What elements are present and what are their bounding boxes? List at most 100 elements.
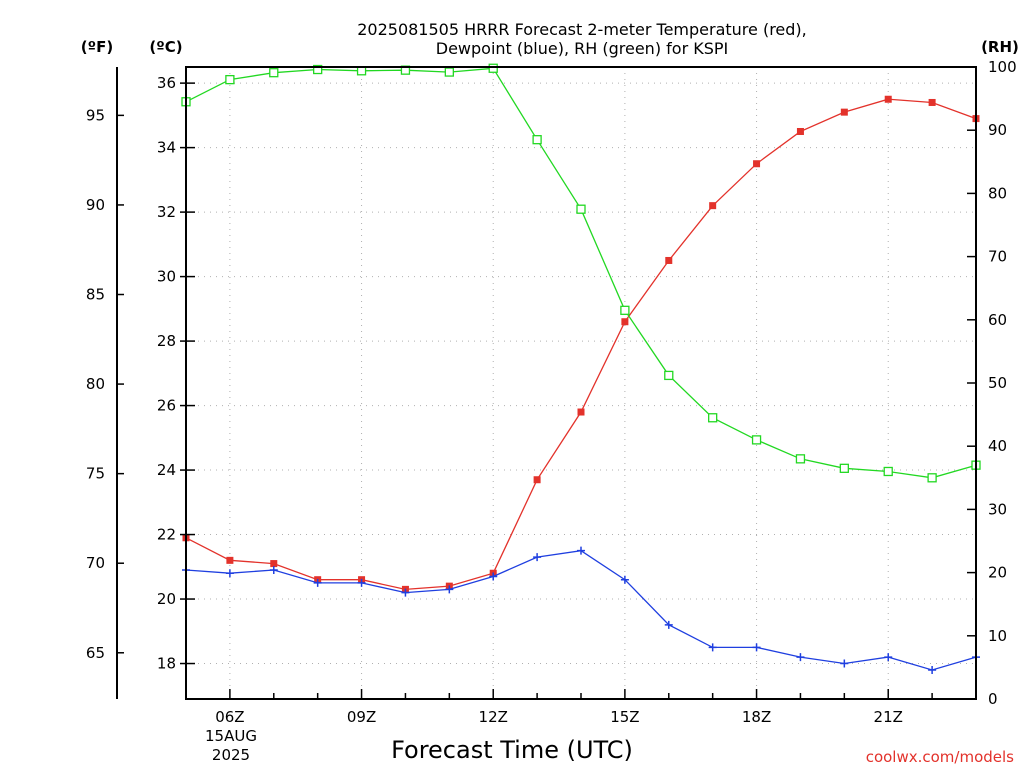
dewpoint-point: [577, 546, 585, 555]
dewpoint-point: [489, 572, 498, 581]
temperature-series: [182, 95, 980, 593]
rh-point: [620, 305, 630, 315]
date-label-year: 2025: [212, 746, 250, 764]
rh-point: [269, 68, 279, 78]
dewpoint-point: [533, 553, 542, 562]
rh-series: [181, 63, 981, 483]
celsius-tick-label: 18: [157, 655, 176, 673]
dewpoint-point: [708, 643, 717, 652]
rh-tick-label: 40: [988, 437, 1007, 455]
rh-tick-label: 80: [988, 184, 1007, 202]
rh-tick-label: 90: [988, 121, 1007, 139]
date-label-day: 15AUG: [205, 727, 257, 745]
dewpoint-point: [664, 620, 673, 629]
fahrenheit-tick-label: 70: [86, 554, 105, 572]
dewpoint-line: [185, 550, 977, 671]
dewpoint-point: [840, 659, 849, 668]
time-tick-label: 18Z: [742, 708, 771, 726]
time-tick-label: 09Z: [347, 708, 376, 726]
dewpoint-point: [884, 653, 893, 662]
temperature-point: [840, 108, 848, 116]
dewpoint-point: [401, 588, 410, 597]
rh-point: [576, 204, 586, 214]
dewpoint-point: [357, 578, 366, 587]
rh-tick-label: 100: [988, 58, 1017, 76]
fahrenheit-unit-label: (ºF): [81, 38, 113, 56]
temperature-point: [270, 560, 278, 568]
time-tick-label: 15Z: [610, 708, 639, 726]
celsius-tick-label: 28: [157, 332, 176, 350]
temperature-point: [884, 95, 892, 103]
rh-point: [313, 64, 323, 75]
dewpoint-point: [796, 653, 805, 662]
temperature-point: [796, 127, 804, 135]
rh-point: [225, 74, 235, 85]
rh-tick-label: 0: [988, 690, 998, 708]
time-tick-label: 21Z: [874, 708, 903, 726]
fahrenheit-tick-label: 85: [86, 286, 105, 304]
rh-line: [185, 67, 977, 479]
rh-point: [708, 413, 718, 423]
fahrenheit-tick-label: 90: [86, 196, 105, 214]
rh-tick-label: 60: [988, 311, 1007, 329]
temperature-point: [577, 408, 585, 416]
celsius-tick-label: 32: [157, 203, 176, 221]
time-tick-label: 12Z: [479, 708, 508, 726]
dewpoint-point: [445, 585, 454, 594]
celsius-axis: 18 20 22 24 26 28 30 32 34 36: [157, 74, 195, 673]
rh-point: [839, 463, 849, 473]
temperature-point: [621, 318, 629, 326]
temperature-point: [753, 160, 761, 168]
dewpoint-point: [313, 578, 322, 587]
rh-tick-label: 10: [988, 627, 1007, 645]
fahrenheit-tick-label: 75: [86, 465, 105, 483]
x-axis-title: Forecast Time (UTC): [391, 736, 633, 764]
rh-point: [927, 473, 937, 483]
time-axis: 06Z 09Z 12Z 15Z 18Z 21Z: [185, 689, 977, 726]
credit-label: coolwx.com/models: [866, 748, 1014, 766]
fahrenheit-axis: 65 70 75 80 85 90 95: [86, 106, 124, 662]
rh-tick-label: 30: [988, 500, 1007, 518]
celsius-tick-label: 20: [157, 590, 176, 608]
fahrenheit-tick-label: 65: [86, 644, 105, 662]
rh-tick-label: 70: [988, 248, 1007, 266]
rh-point: [664, 370, 674, 381]
temperature-point: [226, 556, 234, 564]
fahrenheit-tick-label: 80: [86, 375, 105, 393]
celsius-tick-label: 36: [157, 74, 176, 92]
celsius-unit-label: (ºC): [149, 38, 182, 56]
rh-point: [795, 454, 806, 464]
plot-frame: [185, 66, 977, 700]
chart-title-line2: Dewpoint (blue), RH (green) for KSPI: [436, 39, 729, 58]
rh-point: [532, 135, 542, 145]
chart-title-line1: 2025081505 HRRR Forecast 2-meter Tempera…: [357, 20, 807, 39]
grid-lines: [186, 67, 976, 699]
time-tick-label: 06Z: [215, 708, 244, 726]
celsius-tick-label: 22: [157, 526, 176, 544]
rh-unit-label: (RH): [981, 38, 1019, 56]
rh-point: [883, 466, 893, 477]
dewpoint-point: [225, 569, 234, 578]
rh-point: [751, 435, 762, 445]
celsius-tick-label: 30: [157, 268, 176, 286]
celsius-tick-label: 24: [157, 461, 176, 479]
temperature-point: [533, 476, 541, 484]
temperature-point: [928, 98, 936, 106]
temperature-line: [185, 98, 977, 591]
dewpoint-point: [752, 643, 761, 652]
rh-tick-label: 50: [988, 374, 1007, 392]
rh-point: [488, 63, 498, 73]
fahrenheit-tick-label: 95: [86, 106, 105, 124]
rh-axis: 0 10 20 30 40 50 60 70 80 90 100: [967, 58, 1017, 708]
temperature-point: [665, 256, 673, 264]
rh-point: [444, 67, 454, 77]
dewpoint-point: [928, 665, 937, 674]
rh-tick-label: 20: [988, 564, 1007, 582]
dewpoint-point: [269, 566, 278, 575]
dewpoint-point: [620, 575, 629, 584]
dewpoint-series: [182, 546, 980, 674]
temperature-point: [709, 202, 717, 210]
celsius-tick-label: 34: [157, 139, 176, 157]
celsius-tick-label: 26: [157, 397, 176, 415]
